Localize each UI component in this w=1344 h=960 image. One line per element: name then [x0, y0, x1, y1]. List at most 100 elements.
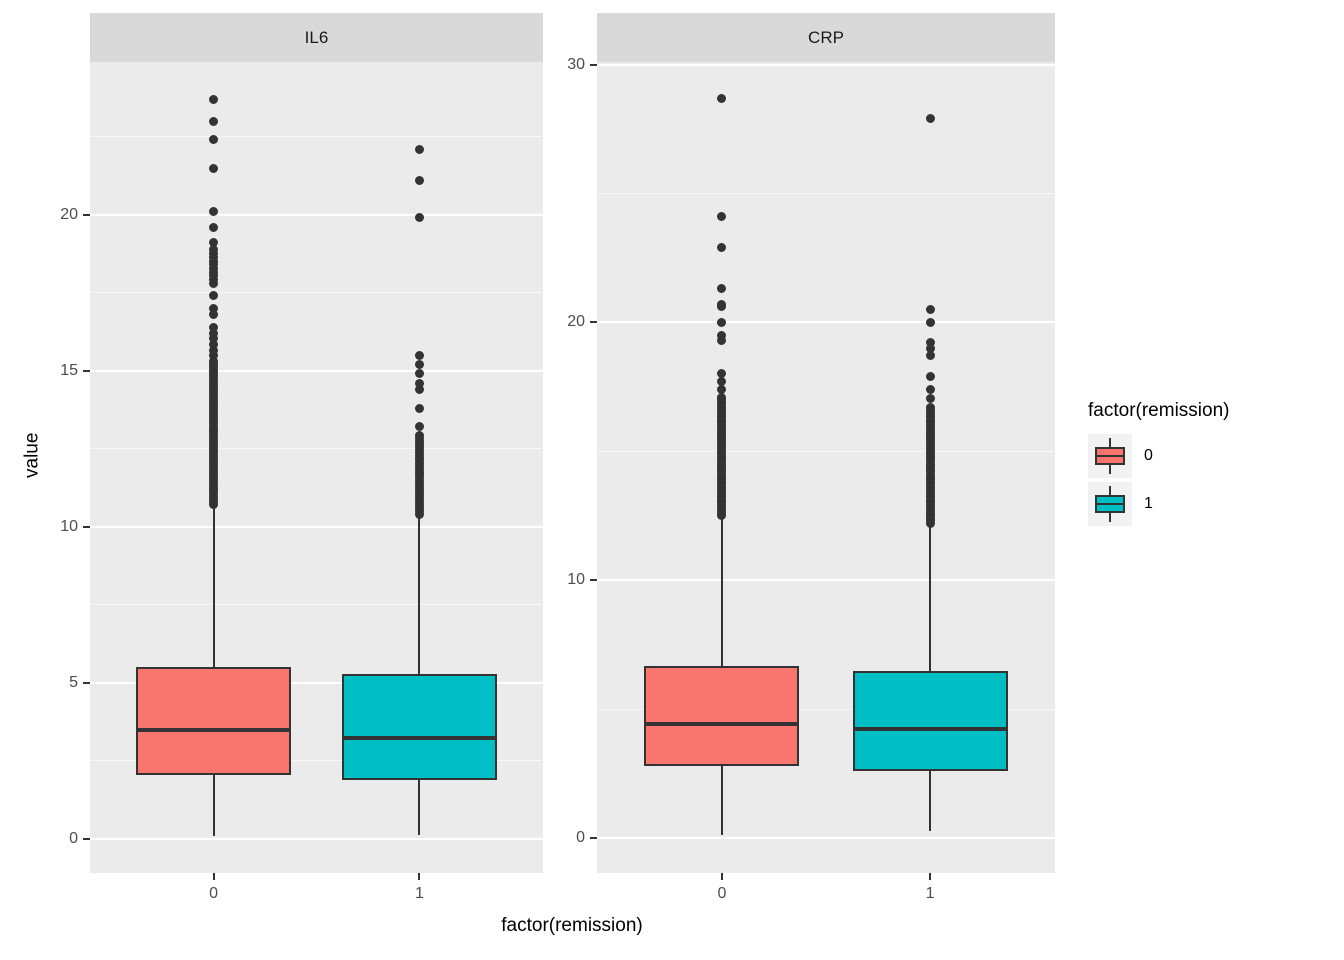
outlier-point: [925, 405, 935, 415]
gridline-major: [90, 681, 543, 684]
gridline-major: [597, 321, 1055, 324]
y-axis-tick: [590, 63, 597, 66]
outlier-point: [414, 144, 424, 154]
facet-strip-crp: CRP: [597, 13, 1055, 62]
outlier-point: [414, 403, 424, 413]
whisker-lower: [418, 779, 421, 835]
outlier-point: [209, 238, 219, 248]
median-line: [343, 735, 495, 740]
outlier-point: [209, 207, 219, 217]
outlier-point: [414, 350, 424, 360]
y-axis-tick-label: 30: [567, 55, 585, 73]
gridline-major: [90, 837, 543, 840]
outlier-point: [414, 360, 424, 370]
outlier-point: [209, 116, 219, 126]
boxplot-box-crp-1: [852, 671, 1008, 771]
legend-entry-0: 0: [1088, 434, 1229, 478]
outlier-point: [717, 330, 727, 340]
gridline-major: [90, 369, 543, 372]
whisker-lower: [929, 770, 932, 832]
legend-key-boxplot-icon: [1088, 482, 1132, 526]
outlier-point: [717, 384, 727, 394]
outlier-point: [717, 317, 727, 327]
legend: factor(remission) 0 1: [1088, 400, 1229, 530]
legend-median-line: [1095, 455, 1125, 457]
x-axis-tick: [720, 873, 723, 880]
y-axis-tick-label: 20: [567, 313, 585, 331]
outlier-point: [717, 93, 727, 103]
gridline-major: [597, 63, 1055, 66]
y-axis-tick-label: 0: [69, 829, 78, 847]
y-axis-tick: [83, 525, 90, 528]
gridline-major: [90, 213, 543, 216]
y-axis-tick: [83, 681, 90, 684]
x-axis-tick-label: 0: [209, 885, 218, 902]
outlier-point: [209, 345, 219, 355]
outlier-point: [414, 369, 424, 379]
outlier-point: [209, 357, 219, 367]
facet-strip-il6: IL6: [90, 13, 543, 62]
x-axis-title: factor(remission): [501, 915, 643, 936]
outlier-point: [925, 317, 935, 327]
y-axis-tick-label: 15: [60, 361, 78, 379]
x-axis-tick: [929, 873, 932, 880]
outlier-point: [414, 378, 424, 388]
whisker-upper: [929, 523, 932, 672]
legend-title: factor(remission): [1088, 400, 1230, 421]
median-line: [138, 727, 290, 732]
outlier-point: [414, 431, 424, 441]
gridline-minor: [90, 604, 543, 606]
outlier-point: [925, 338, 935, 348]
median-line: [854, 727, 1006, 732]
outlier-point: [925, 351, 935, 361]
whisker-lower: [212, 774, 215, 836]
x-axis-tick: [212, 873, 215, 880]
whisker-upper: [418, 514, 421, 674]
gridline-major: [597, 579, 1055, 582]
whisker-lower: [720, 766, 723, 836]
outlier-point: [209, 323, 219, 333]
x-axis-tick-label: 1: [925, 885, 935, 902]
gridline-minor: [597, 708, 1055, 710]
x-axis-tick-label: 0: [717, 885, 727, 902]
y-axis-tick: [590, 321, 597, 324]
outlier-point: [209, 245, 219, 255]
legend-median-line: [1095, 503, 1125, 505]
outlier-point: [209, 163, 219, 173]
x-axis-tick: [418, 873, 421, 880]
legend-label: 0: [1144, 447, 1153, 464]
outlier-point: [209, 340, 219, 350]
whisker-upper: [212, 504, 215, 668]
whisker-upper: [720, 515, 723, 666]
y-axis-tick-label: 5: [69, 673, 78, 691]
outlier-point: [925, 114, 935, 124]
gridline-minor: [90, 448, 543, 450]
outlier-point: [925, 393, 935, 403]
gridline-major: [597, 836, 1055, 839]
boxplot-box-il6-0: [136, 667, 292, 775]
legend-label: 1: [1144, 495, 1153, 512]
gridline-major: [90, 525, 543, 528]
outlier-point: [925, 304, 935, 314]
gridline-minor: [90, 136, 543, 138]
outlier-point: [717, 377, 727, 387]
y-axis-tick: [83, 369, 90, 372]
outlier-point: [209, 334, 219, 344]
y-axis-tick: [83, 837, 90, 840]
outlier-point: [925, 372, 935, 381]
y-axis-tick: [83, 213, 90, 216]
outlier-point: [209, 135, 219, 145]
outlier-point: [925, 343, 935, 353]
outlier-point: [209, 94, 219, 104]
y-axis-tick-label: 20: [60, 205, 78, 223]
outlier-point: [717, 243, 727, 253]
boxplot-box-crp-0: [644, 665, 800, 766]
y-axis-tick-label: 10: [567, 571, 585, 589]
y-axis-title: value: [21, 432, 43, 478]
outlier-point: [209, 328, 219, 338]
median-line: [646, 721, 798, 726]
x-axis-tick-label: 1: [415, 885, 424, 902]
outlier-point: [717, 369, 727, 379]
facet-strip-label: IL6: [304, 27, 329, 47]
outlier-point: [925, 384, 935, 394]
